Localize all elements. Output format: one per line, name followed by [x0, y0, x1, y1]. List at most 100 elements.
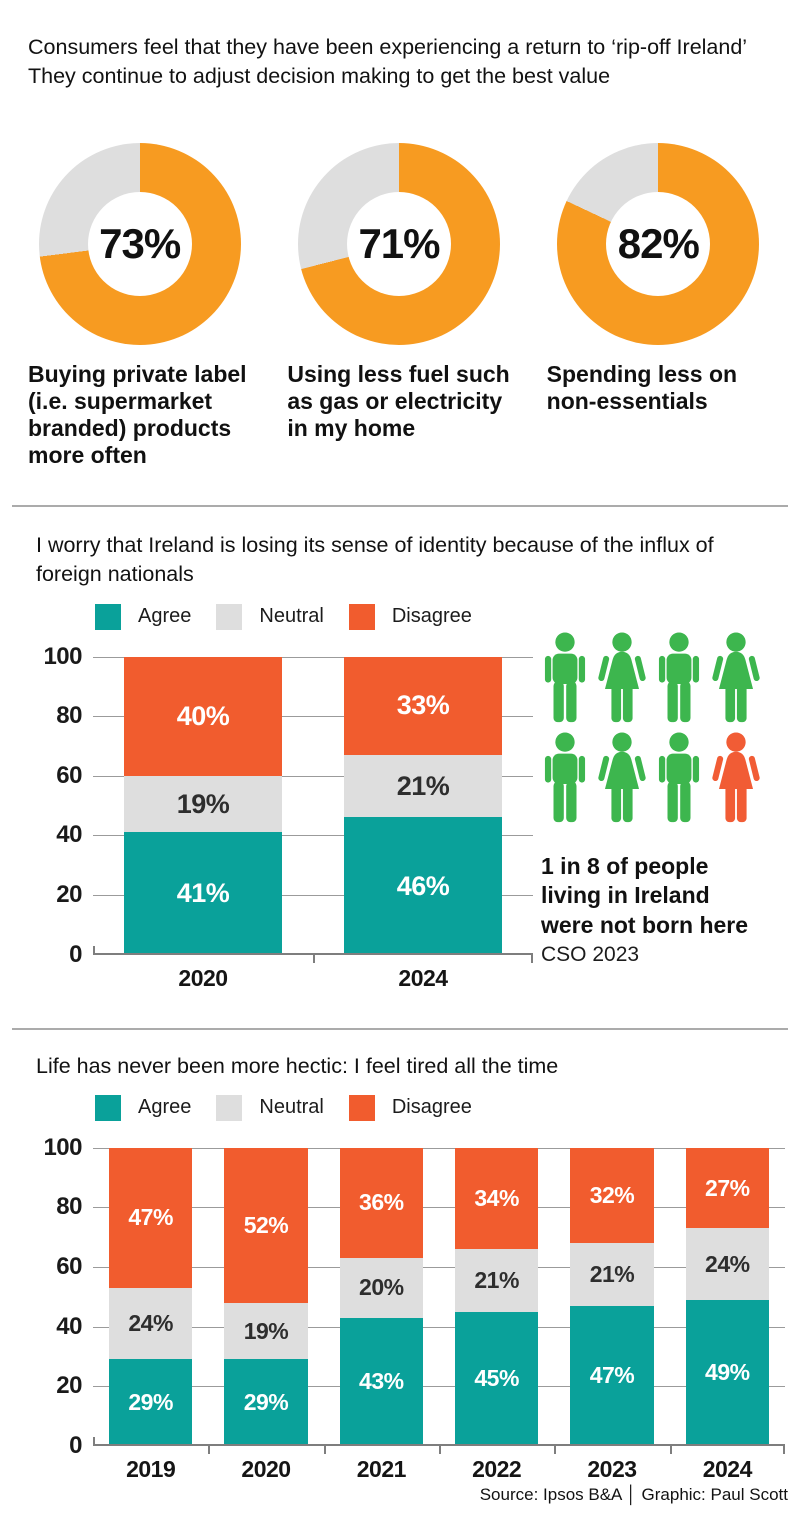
- legend-swatch: [95, 1094, 121, 1121]
- segment-label: 29%: [128, 1389, 173, 1416]
- segment-label: 19%: [243, 1317, 289, 1344]
- donut-ring: 73%: [38, 143, 241, 346]
- bar-segment: 21%: [455, 1249, 539, 1312]
- bar-segment: 36%: [339, 1147, 423, 1259]
- legend-item: Disagree: [348, 603, 472, 630]
- y-axis-label: 60: [56, 761, 82, 789]
- hectic-bar-chart: Agree Neutral Disagree 0 20 40 60 80 100 29% 24% 4…: [28, 1094, 785, 1483]
- gridline: [93, 775, 533, 777]
- plot: 0 20 40 60 80 100 41% 19% 40% 46% 21% 33%: [43, 643, 533, 968]
- legend-label: Agree: [138, 605, 192, 628]
- identity-bar-chart: Agree Neutral Disagree 0 20 40 60 80 100 41% 19% 4…: [28, 590, 533, 992]
- x-axis-tick: [208, 1445, 211, 1454]
- segment-label: 24%: [705, 1250, 750, 1277]
- bar-segment: 49%: [685, 1299, 769, 1446]
- male-person-icon: [658, 632, 700, 722]
- legend-label: Agree: [138, 1096, 192, 1119]
- segment-label: 45%: [474, 1365, 519, 1392]
- donut-label: Buying private label (i.e. supermarket bra…: [28, 361, 251, 469]
- legend-swatch: [348, 1094, 375, 1121]
- male-person-icon: [544, 632, 586, 722]
- gridline: [93, 835, 533, 837]
- legend-swatch: [216, 1094, 243, 1121]
- stacked-bar: 49% 24% 27%: [685, 1147, 769, 1446]
- segment-label: 19%: [176, 788, 230, 819]
- x-axis-tick: [783, 1445, 785, 1454]
- male-person-icon: [544, 732, 586, 822]
- donut-chart: 82% Spending less on non-essentials: [547, 143, 770, 469]
- gridline: [93, 716, 533, 718]
- donut-value-label: 71%: [358, 220, 440, 268]
- x-axis-label: 2024: [702, 1455, 753, 1482]
- legend-item: Agree: [95, 1094, 192, 1121]
- donut-value-label: 73%: [99, 220, 181, 268]
- x-axis-tick: [439, 1445, 441, 1454]
- y-axis-label: 0: [69, 940, 82, 968]
- y-axis-label: 100: [43, 1133, 82, 1161]
- x-axis-labels: 2019 2020 2021 2022 2023 2024: [93, 1456, 785, 1483]
- x-axis-label: 2022: [472, 1455, 522, 1482]
- segment-label: 47%: [128, 1204, 173, 1231]
- legend-label: Disagree: [391, 605, 472, 628]
- people-icons: [541, 632, 770, 824]
- x-axis-tick: [323, 1445, 326, 1454]
- legend: Agree Neutral Disagree: [95, 603, 533, 630]
- stacked-bar: 43% 20% 36%: [339, 1147, 423, 1446]
- gridline: [93, 1207, 785, 1209]
- y-axis-label: 20: [56, 1372, 82, 1400]
- x-axis-tick: [531, 954, 533, 963]
- infographic: Consumers feel that they have been exper…: [0, 0, 800, 1483]
- donut-ring: 71%: [297, 143, 500, 346]
- y-axis-label: 60: [56, 1253, 82, 1280]
- gridline: [93, 1326, 785, 1328]
- identity-title-line-1: I worry that Ireland is losing its sense…: [36, 533, 714, 558]
- donut-label: Using less fuel such as gas or electricit…: [287, 361, 510, 442]
- donut-label-line: in my home: [287, 415, 416, 442]
- bar-segment: 32%: [570, 1147, 654, 1244]
- plot: 0 20 40 60 80 100 29% 24% 47% 29% 19% 52% 43% 20% 36% 4…: [43, 1134, 785, 1459]
- donut-chart: 73% Buying private label (i.e. supermarket…: [28, 143, 251, 469]
- bar-segment: 21%: [570, 1243, 654, 1306]
- x-axis-label: 2020: [178, 964, 228, 991]
- segment-label: 47%: [589, 1362, 635, 1389]
- headline-line-1: Consumers feel that they have been exper…: [28, 35, 748, 59]
- segment-label: 21%: [396, 770, 450, 801]
- section-divider: [12, 1027, 788, 1030]
- legend-swatch: [95, 603, 121, 630]
- donut-label-line: Using less fuel such: [287, 361, 510, 388]
- segment-label: 27%: [705, 1174, 750, 1201]
- segment-label: 52%: [243, 1211, 289, 1238]
- segment-label: 46%: [396, 870, 450, 901]
- x-axis-baseline: [93, 1443, 785, 1446]
- headline-line-2: They continue to adjust decision making …: [28, 64, 611, 89]
- bar-segment: 46%: [343, 817, 503, 955]
- bar-segment: 24%: [109, 1287, 193, 1360]
- stacked-bar: 29% 24% 47%: [109, 1147, 193, 1446]
- donut-label-line: (i.e. supermarket: [28, 388, 213, 415]
- female-person-icon: [712, 732, 760, 822]
- segment-label: 29%: [243, 1389, 289, 1416]
- legend-item: Neutral: [216, 1094, 324, 1121]
- axis-corner-tick: [93, 1436, 95, 1446]
- people-graphic: 1 in 8 of people living in Ireland were no…: [541, 632, 770, 968]
- x-axis-tick: [313, 954, 315, 963]
- people-source: CSO 2023: [541, 943, 640, 967]
- identity-section-title: I worry that Ireland is losing its sense…: [36, 531, 770, 589]
- legend-label: Neutral: [259, 605, 324, 628]
- legend: Agree Neutral Disagree: [95, 1094, 770, 1121]
- donut-label-line: as gas or electricity: [287, 388, 503, 415]
- donut-label-line: more often: [28, 442, 147, 469]
- segment-label: 32%: [589, 1181, 635, 1208]
- hectic-title-line-1: Life has never been more hectic: I feel …: [36, 1053, 559, 1078]
- male-person-icon: [658, 732, 700, 822]
- caption-line: living in Ireland: [541, 882, 710, 909]
- y-axis-label: 20: [56, 880, 82, 908]
- legend-swatch: [348, 603, 375, 630]
- stacked-bar: 47% 21% 32%: [570, 1147, 654, 1446]
- caption-line: 1 in 8 of people: [541, 852, 709, 879]
- bar-segment: 20%: [339, 1258, 423, 1318]
- donut-ring: 82%: [557, 143, 760, 346]
- x-axis-label: 2020: [241, 1455, 291, 1482]
- segment-label: 36%: [359, 1189, 404, 1216]
- segment-label: 21%: [589, 1260, 635, 1287]
